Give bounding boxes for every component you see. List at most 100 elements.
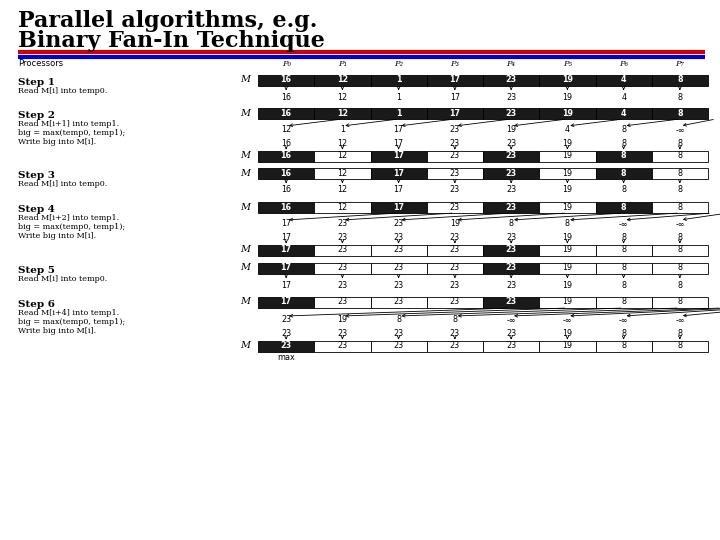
Text: Step 3: Step 3 <box>18 171 55 180</box>
Text: 19: 19 <box>562 152 572 160</box>
Text: 23: 23 <box>450 168 460 178</box>
Text: Step 1: Step 1 <box>18 78 55 87</box>
Text: 23: 23 <box>337 280 348 289</box>
Bar <box>371 201 427 213</box>
Text: 23: 23 <box>505 109 517 118</box>
Text: 23: 23 <box>506 138 516 147</box>
Text: 23: 23 <box>394 233 404 241</box>
Text: 4: 4 <box>621 92 626 102</box>
Text: 23: 23 <box>450 186 460 194</box>
Text: 12: 12 <box>337 76 348 84</box>
Text: Read M[i+1] into temp1.: Read M[i+1] into temp1. <box>18 120 119 128</box>
Text: Step 4: Step 4 <box>18 205 55 214</box>
Text: 23: 23 <box>505 168 517 178</box>
Text: 16: 16 <box>281 152 292 160</box>
Text: 23: 23 <box>394 219 404 228</box>
Text: 23: 23 <box>337 233 348 241</box>
Text: 23: 23 <box>450 152 460 160</box>
Text: 1: 1 <box>396 76 401 84</box>
Bar <box>314 151 371 161</box>
Text: Read M[i] into temp0.: Read M[i] into temp0. <box>18 87 107 95</box>
Text: 8: 8 <box>565 219 570 228</box>
Text: 8: 8 <box>508 219 513 228</box>
Text: 23: 23 <box>450 341 460 350</box>
Text: 12: 12 <box>337 186 348 194</box>
Text: 23: 23 <box>450 264 460 273</box>
Bar <box>258 245 314 255</box>
Bar <box>595 107 652 118</box>
Text: 23: 23 <box>450 202 460 212</box>
Bar <box>652 201 708 213</box>
Text: 23: 23 <box>281 341 292 350</box>
Bar <box>427 201 483 213</box>
Text: 17: 17 <box>394 138 404 147</box>
Text: 23: 23 <box>450 246 460 254</box>
Text: 8: 8 <box>678 264 683 273</box>
Text: 19: 19 <box>562 233 572 241</box>
Bar <box>483 245 539 255</box>
Text: 8: 8 <box>621 233 626 241</box>
Text: 8: 8 <box>396 315 401 325</box>
Text: 12: 12 <box>281 125 291 134</box>
Bar <box>427 262 483 273</box>
Text: 23: 23 <box>505 202 517 212</box>
Text: 19: 19 <box>562 202 572 212</box>
Text: 23: 23 <box>505 246 517 254</box>
Text: 8: 8 <box>677 76 683 84</box>
Text: 23: 23 <box>337 219 348 228</box>
Bar <box>427 167 483 179</box>
Text: 8: 8 <box>621 280 626 289</box>
Text: 23: 23 <box>337 246 348 254</box>
Bar <box>314 262 371 273</box>
Bar <box>483 167 539 179</box>
Text: 23: 23 <box>281 328 291 338</box>
Text: -∞: -∞ <box>675 219 685 228</box>
Text: -∞: -∞ <box>675 125 685 134</box>
Bar <box>595 245 652 255</box>
Text: max: max <box>277 354 295 362</box>
Text: 19: 19 <box>562 109 573 118</box>
Text: 17: 17 <box>394 125 404 134</box>
Text: 23: 23 <box>394 328 404 338</box>
Bar <box>258 75 314 85</box>
Bar <box>483 151 539 161</box>
Text: 16: 16 <box>281 168 292 178</box>
Text: 19: 19 <box>337 315 348 325</box>
Text: 23: 23 <box>505 298 517 307</box>
Bar <box>314 167 371 179</box>
Text: 12: 12 <box>337 152 348 160</box>
Bar <box>483 341 539 352</box>
Text: 23: 23 <box>506 186 516 194</box>
Bar <box>539 75 595 85</box>
Text: 8: 8 <box>678 233 683 241</box>
Bar <box>483 296 539 307</box>
Text: Write big into M[i].: Write big into M[i]. <box>18 232 96 240</box>
Bar <box>483 107 539 118</box>
Text: 19: 19 <box>506 125 516 134</box>
Text: -∞: -∞ <box>506 315 516 325</box>
Text: 8: 8 <box>621 152 626 160</box>
Text: 23: 23 <box>337 328 348 338</box>
Bar <box>314 296 371 307</box>
Text: 12: 12 <box>337 202 348 212</box>
Text: 19: 19 <box>562 246 572 254</box>
Text: 17: 17 <box>450 92 460 102</box>
Bar <box>539 151 595 161</box>
Bar <box>371 167 427 179</box>
Bar <box>652 296 708 307</box>
Text: Read M[i+2] into temp1.: Read M[i+2] into temp1. <box>18 214 119 222</box>
Text: 23: 23 <box>450 125 460 134</box>
Text: Step 2: Step 2 <box>18 111 55 120</box>
Bar <box>595 262 652 273</box>
Text: M: M <box>240 168 250 178</box>
Text: 19: 19 <box>562 298 572 307</box>
Text: Read M[i] into temp0.: Read M[i] into temp0. <box>18 180 107 188</box>
Text: 8: 8 <box>678 92 683 102</box>
Text: 17: 17 <box>393 168 404 178</box>
Bar <box>314 75 371 85</box>
Text: 17: 17 <box>449 76 460 84</box>
Bar <box>483 262 539 273</box>
Text: Processors: Processors <box>18 59 63 69</box>
Bar <box>258 167 314 179</box>
Text: 8: 8 <box>621 138 626 147</box>
